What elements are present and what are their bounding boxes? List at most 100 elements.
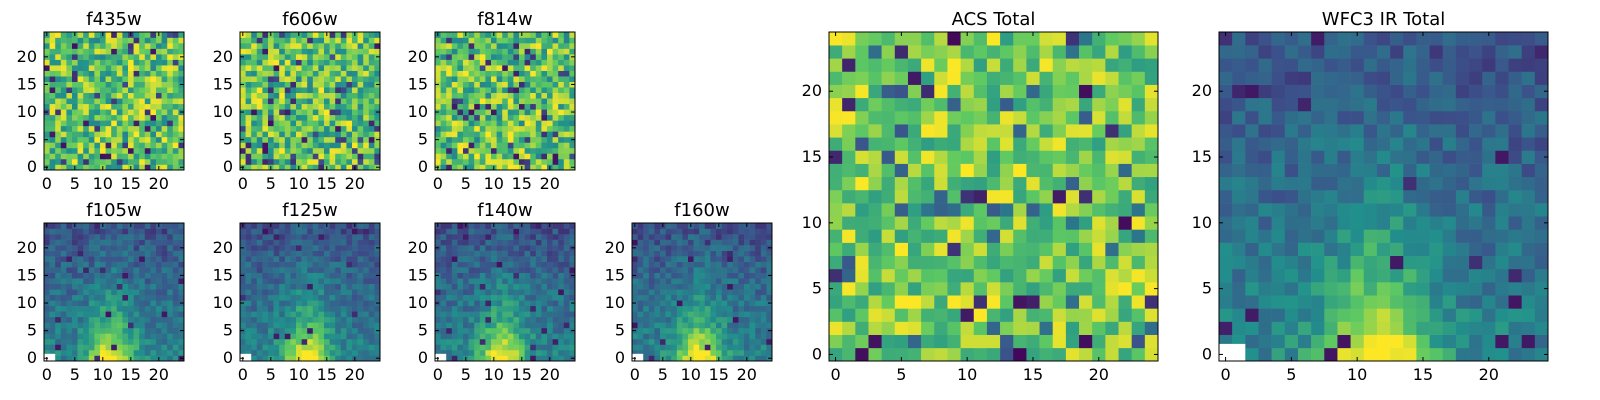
heatmap-cell bbox=[273, 349, 280, 356]
heatmap-cell bbox=[440, 153, 447, 160]
heatmap-cell bbox=[363, 289, 370, 296]
heatmap-cell bbox=[934, 334, 948, 349]
heatmap-cell bbox=[307, 338, 314, 345]
heatmap-cell bbox=[485, 98, 492, 105]
heatmap-cell bbox=[463, 54, 469, 60]
heatmap-cell bbox=[671, 267, 678, 273]
heatmap-cell bbox=[133, 109, 140, 116]
heatmap-cell bbox=[60, 316, 67, 323]
heatmap-cell bbox=[111, 283, 118, 290]
heatmap-cell bbox=[273, 256, 280, 262]
heatmap-cell bbox=[368, 256, 375, 262]
heatmap-cell bbox=[699, 239, 706, 246]
heatmap-cell bbox=[842, 229, 856, 243]
heatmap-cell bbox=[49, 120, 56, 127]
heatmap-cell bbox=[457, 239, 464, 246]
y-tick-label: 0 bbox=[27, 157, 37, 176]
heatmap-cell bbox=[77, 239, 84, 246]
heatmap-cell bbox=[496, 59, 503, 66]
heatmap-cell bbox=[88, 103, 95, 110]
heatmap-cell bbox=[474, 256, 481, 262]
heatmap-cell bbox=[760, 300, 767, 307]
heatmap-cell bbox=[451, 223, 458, 229]
heatmap-cell bbox=[654, 278, 661, 285]
heatmap-cell bbox=[240, 114, 246, 121]
heatmap-cell bbox=[111, 153, 118, 160]
heatmap-cell bbox=[240, 120, 246, 127]
heatmap-cell bbox=[167, 278, 174, 285]
heatmap-cell bbox=[284, 164, 291, 171]
heatmap-cell bbox=[357, 109, 364, 116]
heatmap-cell bbox=[744, 245, 750, 251]
heatmap-cell bbox=[535, 234, 542, 240]
heatmap-cell bbox=[363, 136, 370, 143]
heatmap-cell bbox=[374, 344, 381, 351]
heatmap-cell bbox=[688, 349, 694, 356]
heatmap-cell bbox=[552, 114, 559, 121]
heatmap-cell bbox=[547, 272, 553, 279]
heatmap-cell bbox=[273, 76, 280, 82]
heatmap-cell bbox=[72, 267, 78, 273]
heatmap-cell bbox=[738, 344, 745, 351]
heatmap-cell bbox=[240, 48, 246, 55]
heatmap-cell bbox=[256, 355, 263, 362]
heatmap-cell bbox=[374, 70, 381, 77]
heatmap-cell bbox=[150, 267, 157, 273]
heatmap-cell bbox=[100, 43, 106, 49]
heatmap-cell bbox=[116, 164, 123, 171]
heatmap-cell bbox=[301, 223, 308, 229]
heatmap-cell bbox=[318, 289, 325, 296]
heatmap-cell bbox=[440, 65, 447, 71]
heatmap-cell bbox=[318, 98, 325, 105]
heatmap-cell bbox=[435, 239, 441, 246]
heatmap-cell bbox=[547, 87, 553, 94]
heatmap-cell bbox=[55, 283, 62, 290]
heatmap-cell bbox=[558, 228, 565, 235]
heatmap-cell bbox=[704, 250, 711, 257]
heatmap-cell bbox=[301, 355, 308, 362]
heatmap-cell bbox=[66, 261, 73, 268]
heatmap-cell bbox=[335, 283, 342, 290]
heatmap-cell bbox=[479, 65, 486, 71]
heatmap-cell bbox=[268, 327, 274, 334]
heatmap-cell bbox=[457, 278, 464, 285]
heatmap-cell bbox=[172, 344, 179, 351]
heatmap-cell bbox=[749, 327, 756, 334]
heatmap-cell bbox=[111, 120, 118, 127]
heatmap-cell bbox=[273, 234, 280, 240]
heatmap-cell bbox=[144, 234, 151, 240]
heatmap-cell bbox=[563, 283, 570, 290]
heatmap-cell bbox=[105, 87, 112, 94]
heatmap-cell bbox=[502, 114, 509, 121]
heatmap-cell bbox=[94, 338, 101, 345]
heatmap-cell bbox=[307, 239, 314, 246]
heatmap-cell bbox=[732, 223, 739, 229]
heatmap-cell bbox=[251, 76, 258, 82]
heatmap-cell bbox=[318, 294, 325, 301]
heatmap-cell bbox=[960, 321, 975, 335]
heatmap-cell bbox=[451, 311, 458, 318]
heatmap-cell bbox=[727, 294, 734, 301]
heatmap-cell bbox=[335, 300, 342, 307]
heatmap-cell bbox=[66, 349, 73, 356]
heatmap-cell bbox=[451, 70, 458, 77]
heatmap-cell bbox=[721, 305, 728, 312]
heatmap-cell bbox=[744, 283, 750, 290]
heatmap-cell bbox=[513, 158, 520, 165]
heatmap-cell bbox=[167, 109, 174, 116]
heatmap-cell bbox=[547, 256, 553, 262]
heatmap-cell bbox=[312, 164, 319, 171]
heatmap-cell bbox=[921, 268, 935, 283]
heatmap-cell bbox=[1052, 308, 1067, 322]
heatmap-cell bbox=[256, 338, 263, 345]
heatmap-cell bbox=[60, 92, 67, 99]
heatmap-cell bbox=[156, 37, 162, 44]
heatmap-cell bbox=[161, 98, 168, 105]
heatmap-cell bbox=[457, 283, 464, 290]
y-tick-label: 15 bbox=[213, 265, 233, 284]
x-tick-label: 20 bbox=[540, 365, 560, 384]
heatmap-cell bbox=[496, 272, 503, 279]
heatmap-cell bbox=[440, 300, 447, 307]
heatmap-cell bbox=[558, 344, 565, 351]
